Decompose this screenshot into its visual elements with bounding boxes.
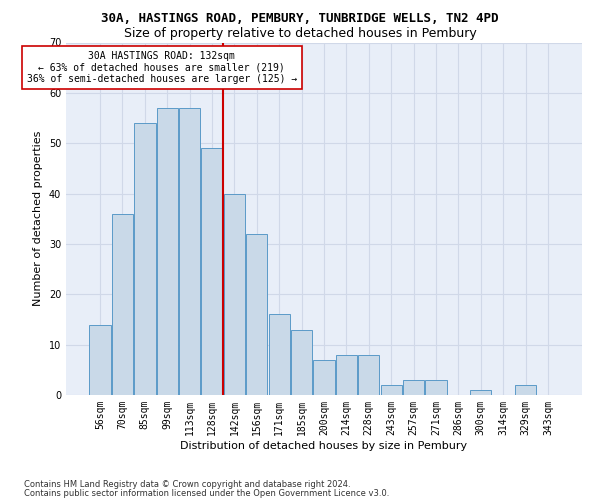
- Bar: [470, 390, 491, 395]
- Bar: [380, 385, 402, 395]
- Text: 30A HASTINGS ROAD: 132sqm
← 63% of detached houses are smaller (219)
36% of semi: 30A HASTINGS ROAD: 132sqm ← 63% of detac…: [26, 51, 297, 84]
- Bar: [157, 108, 178, 395]
- Bar: [202, 148, 223, 395]
- Bar: [403, 380, 424, 395]
- Bar: [179, 108, 200, 395]
- Bar: [358, 354, 379, 395]
- Bar: [224, 194, 245, 395]
- Bar: [425, 380, 446, 395]
- Bar: [134, 123, 155, 395]
- Bar: [246, 234, 268, 395]
- Bar: [112, 214, 133, 395]
- Text: 30A, HASTINGS ROAD, PEMBURY, TUNBRIDGE WELLS, TN2 4PD: 30A, HASTINGS ROAD, PEMBURY, TUNBRIDGE W…: [101, 12, 499, 26]
- Bar: [291, 330, 312, 395]
- Y-axis label: Number of detached properties: Number of detached properties: [33, 131, 43, 306]
- X-axis label: Distribution of detached houses by size in Pembury: Distribution of detached houses by size …: [181, 440, 467, 450]
- Bar: [269, 314, 290, 395]
- Text: Size of property relative to detached houses in Pembury: Size of property relative to detached ho…: [124, 28, 476, 40]
- Bar: [515, 385, 536, 395]
- Bar: [313, 360, 335, 395]
- Bar: [89, 324, 111, 395]
- Bar: [336, 354, 357, 395]
- Text: Contains HM Land Registry data © Crown copyright and database right 2024.: Contains HM Land Registry data © Crown c…: [24, 480, 350, 489]
- Text: Contains public sector information licensed under the Open Government Licence v3: Contains public sector information licen…: [24, 488, 389, 498]
